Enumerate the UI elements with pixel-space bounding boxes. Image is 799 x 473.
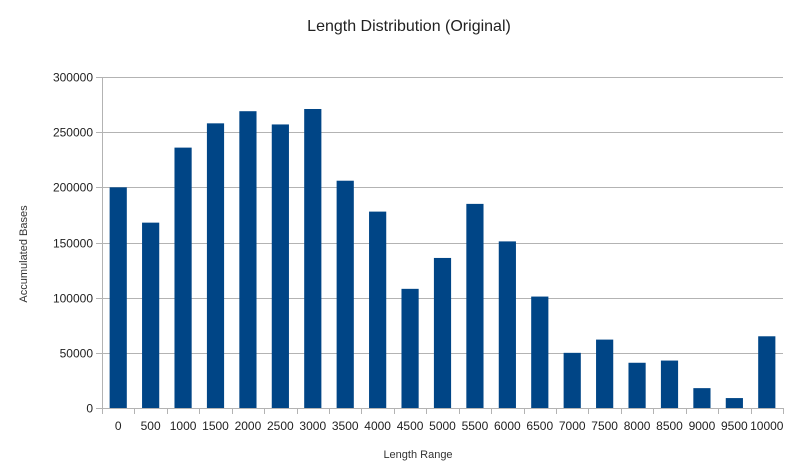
- bar: [369, 211, 387, 408]
- bar: [109, 187, 127, 408]
- x-tick-label: 3000: [299, 419, 326, 433]
- x-tick-label: 6000: [494, 419, 521, 433]
- bar: [401, 288, 419, 408]
- axis-layer: 0 50000 100000 150000 200000 250000 300000 0 500…: [53, 71, 784, 433]
- x-tick-label: 5500: [462, 419, 489, 433]
- x-tick-label: 9000: [689, 419, 716, 433]
- y-tick-label: 200000: [53, 181, 93, 195]
- x-tick-label: 6500: [526, 419, 553, 433]
- bar: [239, 111, 257, 408]
- y-tick-label: 50000: [60, 347, 94, 361]
- bar: [206, 123, 225, 408]
- bar: [271, 124, 289, 409]
- x-axis-title: Length Range: [383, 449, 452, 461]
- bar: [758, 336, 776, 408]
- bar: [531, 296, 549, 408]
- y-tick-label: 100000: [53, 292, 93, 306]
- x-tick-label: 10000: [750, 419, 784, 433]
- x-tick-label: 0: [115, 419, 122, 433]
- x-tick-label: 4000: [364, 419, 391, 433]
- bar: [693, 388, 711, 408]
- x-tick-label: 1500: [202, 419, 229, 433]
- x-tick-label: 8000: [624, 419, 651, 433]
- bar: [660, 360, 679, 408]
- bar: [336, 180, 354, 408]
- y-tick-label: 150000: [53, 237, 93, 251]
- bar: [628, 362, 646, 408]
- x-tick-label: 3500: [332, 419, 359, 433]
- chart-title: Length Distribution (Original): [307, 18, 511, 35]
- bar: [596, 339, 614, 408]
- x-tick-label: 7000: [559, 419, 586, 433]
- x-tick-label: 2500: [267, 419, 294, 433]
- x-tick-label: 4500: [397, 419, 424, 433]
- bar: [174, 147, 192, 408]
- x-tick-label: 2000: [235, 419, 262, 433]
- bar: [304, 108, 322, 408]
- bar: [433, 257, 452, 408]
- bar: [725, 398, 743, 408]
- bar: [498, 241, 516, 408]
- bar: [466, 203, 484, 408]
- y-tick-label: 0: [86, 402, 93, 416]
- y-tick-label: 300000: [53, 71, 93, 85]
- y-axis-title: Accumulated Bases: [18, 205, 30, 303]
- bar: [142, 222, 160, 408]
- bar: [563, 352, 581, 408]
- x-tick-label: 5000: [429, 419, 456, 433]
- x-tick-label: 9500: [721, 419, 748, 433]
- y-tick-label: 250000: [53, 126, 93, 140]
- x-tick-label: 1000: [170, 419, 197, 433]
- x-tick-label: 7500: [591, 419, 618, 433]
- x-tick-label: 8500: [656, 419, 683, 433]
- bar-layer: [109, 108, 776, 409]
- x-tick-label: 500: [141, 419, 161, 433]
